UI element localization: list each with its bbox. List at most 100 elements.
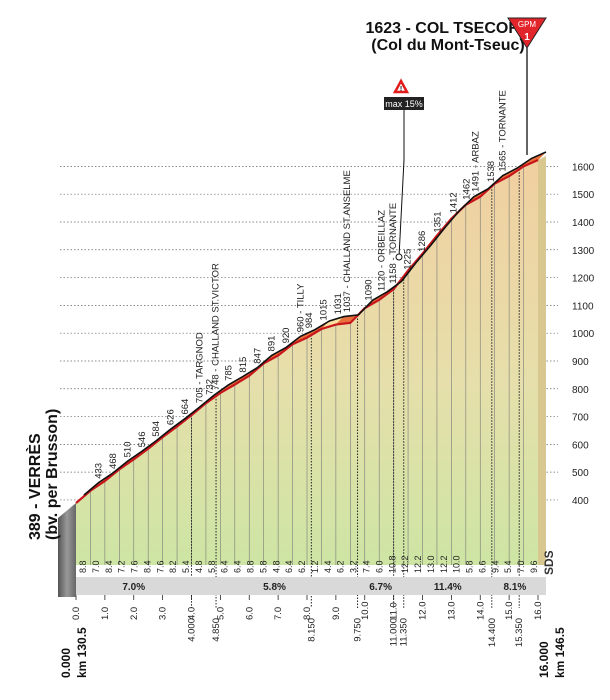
waypoint-label: 1491 - ARBAZ [470,131,481,192]
segment-gradient-labels: 8.8 7.0 8.4 7.2 7.6 8.4 7.6 8.2 5.4 4.8 5.8 6.4 6.4 8… [78,555,539,573]
waypoint-label: 920 [281,328,292,344]
y-tick-label: 1300 [572,246,595,257]
segment-gradient-label: 6.0 [374,560,384,573]
gpm-badge: GPM 1 [507,17,547,49]
y-tick-label: 1000 [572,329,595,340]
sector-gradient-label: 6.7% [369,582,392,593]
waypoint-label: 1351 [433,211,444,232]
km-end-total: 16.000 [537,641,551,678]
y-tick-label: 1200 [572,274,595,285]
profile-ridge [75,151,547,504]
y-tick-label: 800 [572,385,589,396]
segment-gradient-label: 7.6 [130,560,140,573]
y-tick-label: 900 [572,357,589,368]
summit-title: 1623 - COL TSECORE [365,20,530,37]
waypoint-label: 1090 [363,279,374,300]
sector-split-label: 14.400 [487,618,498,647]
sector-split-label: 8.150 [306,618,317,642]
segment-gradient-label: 4.4 [323,560,333,573]
waypoint-label: 1565 - TORNANTE [498,90,509,171]
waypoint-label: 732 [205,379,216,395]
x-tick-label: 16.0 [533,602,544,621]
y-tick-label: 1500 [572,190,595,201]
segment-gradient-label: 6.6 [477,560,487,573]
segment-gradient-label: 6.4 [284,560,294,573]
x-tick-label: 1.0 [100,607,111,620]
segment-gradient-label: 8.8 [78,560,88,573]
sector-gradient-label: 5.8% [263,582,286,593]
y-tick-label: 600 [572,440,589,451]
segment-gradient-label: 12.2 [439,555,449,573]
waypoint-label: 1015 [319,299,330,320]
x-tick-label: 13.0 [446,602,457,621]
x-tick-label: 5.0 [215,607,226,620]
waypoint-label: 510 [122,442,133,458]
x-tick-label: 8.0 [302,607,313,620]
km-start-label: km 130.5 [75,627,89,678]
segment-gradient-label: 5.4 [503,560,513,573]
waypoint-label: 1037 - CHALLAND ST.ANSELME [342,170,353,312]
brand-logo: SDS [542,550,556,575]
segment-gradient-label: 9.4 [490,560,500,573]
gpm-badge-rank: 1 [524,32,530,43]
segment-gradient-label: 4.8 [271,560,281,573]
y-tick-label: 500 [572,468,589,479]
waypoint-label: 1225 [402,249,413,270]
segment-gradient-label: 13.0 [426,555,436,573]
segment-gradient-label: 5.4 [181,560,191,573]
segment-gradient-label: 8.4 [142,560,152,573]
y-tick-label: 700 [572,413,589,424]
x-tick-label: 0.0 [71,607,82,620]
waypoint-label: 1412 [449,192,460,213]
waypoint-label: 584 [151,421,162,437]
y-tick-label: 1400 [572,218,595,229]
km-end-label: km 146.5 [553,627,567,678]
segment-gradient-label: 10.8 [387,555,397,573]
x-tick-label: 4.0 [187,607,198,620]
sector-gradient-label: 11.4% [434,582,462,593]
segment-gradient-label: 8.8 [246,560,256,573]
segment-gradient-label: 7.2 [117,560,127,573]
waypoint-label: 1462 [462,179,473,200]
waypoint-label: 847 [252,348,263,364]
segment-gradient-label: 5.8 [465,560,475,573]
waypoint-label: 468 [108,453,119,469]
sector-split-label: 9.750 [353,618,364,642]
sector-split-labels: 4.000 4.850 8.150 9.750 11.000 11.350 14.400 15… [187,618,526,647]
waypoint-label: 546 [137,432,148,448]
x-tick-label: 12.0 [418,602,429,621]
waypoint-label: 626 [166,409,177,425]
segment-gradient-label: 6.4 [233,560,243,573]
waypoint-label: 891 [267,336,278,352]
sector-gradient-band: 7.0% 5.8% 6.7% 11.4% 8.1% [58,577,546,595]
segment-gradient-label: 12.2 [413,555,423,573]
segment-gradient-label: 10.0 [452,555,462,573]
waypoint-label: 1120 - ORBEILLAZ [376,210,387,291]
waypoint-label: 433 [93,463,104,479]
x-tick-label: 2.0 [129,607,140,620]
waypoint-label: 815 [238,357,249,373]
svg-text:!: ! [400,86,402,93]
segment-gradient-label: 7.6 [155,560,165,573]
ridge-back-edge [83,151,547,496]
waypoint-label: 1286 [417,231,428,252]
segment-gradient-label: 3.2 [349,560,359,573]
km-start-total: 0.000 [59,648,73,678]
waypoint-label: 1158 - TORNANTE [388,203,399,284]
km-vertical-lines [90,166,524,608]
start-slab [58,503,76,597]
x-tick-label: 15.0 [504,602,515,621]
waypoint-label: 960 - TILLY [296,283,307,332]
sector-split-label: 4.850 [211,618,222,642]
start-sublabel: (bv. per Brusson) [44,409,61,540]
segment-gradient-label: 8.2 [168,560,178,573]
waypoint-label: 705 - TARGNOD [195,332,206,403]
y-axis-ticks: 400 500 600 700 800 900 1000 1100 1200 1300 1400 15… [572,162,595,507]
sector-split-label: 11.350 [399,618,410,646]
sector-gradient-label: 8.1% [504,582,527,593]
segment-gradient-label: 4.8 [194,560,204,573]
max-gradient-label: max 15% [385,99,423,109]
segment-gradient-label: 7.4 [361,560,371,573]
